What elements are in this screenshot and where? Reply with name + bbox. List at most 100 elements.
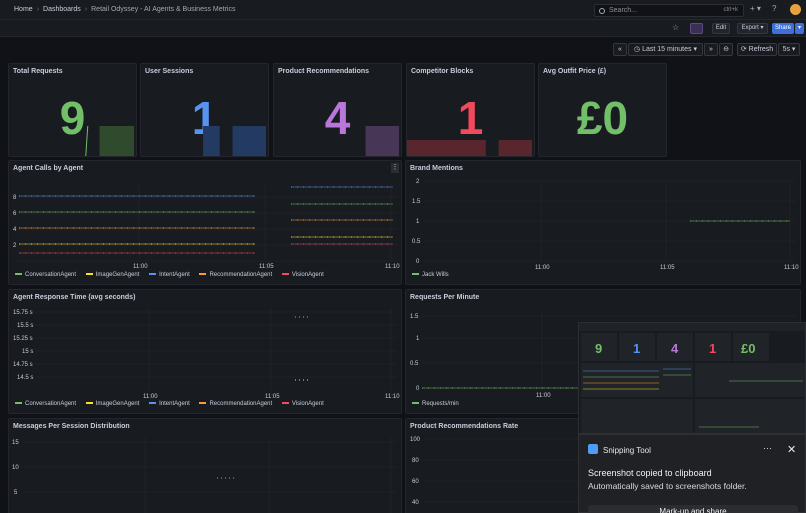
y-tick: 6 — [13, 211, 17, 217]
chart-response-time: 15.75 s 15.5 s 15.25 s 15 s 14.75 s 14.5… — [13, 308, 400, 400]
legend: ConversationAgent ImageGenAgent IntentAg… — [15, 401, 332, 407]
svg-text:1: 1 — [709, 341, 716, 356]
breadcrumb-dashboards[interactable]: Dashboards — [43, 6, 81, 13]
breadcrumb-current: Retail Odyssey - AI Agents & Business Me… — [91, 6, 236, 13]
snipping-tool-icon — [588, 444, 598, 454]
y-tick: 80 — [412, 458, 419, 464]
time-range-picker[interactable]: ◷ Last 15 minutes ▾ — [628, 43, 703, 56]
y-tick: 0.5 — [410, 361, 419, 367]
sparkline — [203, 126, 267, 156]
stat-value: 1 — [457, 92, 484, 144]
stat-value: 4 — [324, 92, 351, 144]
legend-item[interactable]: ImageGenAgent — [85, 401, 139, 407]
more-options-icon[interactable]: ··· — [763, 443, 772, 453]
stat-competitor-blocks[interactable]: Competitor Blocks 1 — [406, 63, 535, 157]
share-menu-button[interactable]: ▾ — [795, 23, 804, 34]
notification-subtitle: Automatically saved to screenshots folde… — [588, 481, 747, 491]
markup-share-button[interactable]: Mark-up and share — [588, 505, 798, 513]
x-tick: 11:05 — [259, 264, 274, 270]
legend: Requests/min — [412, 401, 467, 407]
y-tick: 2 — [13, 243, 17, 249]
x-tick: 11:05 — [265, 394, 280, 400]
legend-item[interactable]: RecommendationAgent — [199, 272, 272, 278]
stat-value: £0 — [576, 92, 629, 144]
panel-messages-per-session[interactable]: Messages Per Session Distribution 15 10 … — [8, 418, 402, 513]
plus-icon[interactable]: + ▾ — [750, 4, 761, 13]
share-button[interactable]: Share — [772, 23, 794, 34]
x-tick: 11:05 — [660, 265, 675, 271]
x-tick: 11:00 — [536, 393, 551, 399]
y-tick: 5 — [14, 490, 18, 496]
y-tick: 1.5 — [412, 199, 421, 205]
svg-text:4: 4 — [671, 341, 679, 356]
legend: ConversationAgent ImageGenAgent IntentAg… — [15, 272, 332, 278]
x-tick: 11:10 — [784, 265, 799, 271]
y-tick: 14.5 s — [17, 375, 33, 381]
y-tick: 15.5 s — [17, 323, 33, 329]
panel-recommendations-rate[interactable]: Product Recommendations Rate 100 80 60 4… — [405, 418, 579, 513]
x-tick: 11:00 — [133, 264, 148, 270]
notification-title: Screenshot copied to clipboard — [588, 468, 712, 478]
y-tick: 0 — [416, 386, 420, 392]
snipping-tool-notification[interactable]: Snipping Tool ··· ✕ Screenshot copied to… — [578, 434, 806, 513]
legend-item[interactable]: IntentAgent — [149, 272, 190, 278]
y-tick: 2 — [416, 179, 420, 185]
chart-messages-per-session: 15 10 5 — [12, 437, 397, 513]
close-icon[interactable]: ✕ — [787, 444, 797, 456]
legend-item[interactable]: Requests/min — [412, 401, 459, 407]
time-back-button[interactable]: « — [613, 43, 627, 56]
y-tick: 40 — [412, 500, 419, 506]
sparkline — [365, 126, 400, 156]
stat-product-recommendations[interactable]: Product Recommendations 4 — [273, 63, 402, 157]
legend-item[interactable]: VisionAgent — [281, 401, 324, 407]
panel-agent-calls[interactable]: Agent Calls by Agent ⋮ 8 6 4 2 11:00 11:… — [8, 160, 402, 285]
y-tick: 60 — [412, 479, 419, 485]
screenshot-thumbnail[interactable]: 9 1 4 1 £0 — [578, 322, 806, 434]
search-icon — [599, 8, 605, 14]
chart-recommendations-rate: 100 80 60 40 20 — [410, 437, 578, 506]
export-button[interactable]: Export ▾ — [737, 23, 768, 34]
y-tick: 1 — [416, 219, 420, 225]
y-tick: 10 — [12, 465, 19, 471]
stat-user-sessions[interactable]: User Sessions 1 — [140, 63, 269, 157]
svg-text:1: 1 — [633, 341, 640, 356]
edit-button[interactable]: Edit — [712, 23, 730, 34]
panel-menu-icon[interactable]: ⋮ — [391, 163, 399, 173]
breadcrumb: Home › Dashboards › Retail Odyssey - AI Agen… — [14, 6, 236, 13]
screenshot-preview: 9 1 4 1 £0 — [579, 323, 805, 433]
legend-item[interactable]: RecommendationAgent — [199, 401, 272, 407]
legend-item[interactable]: Jack Wills — [412, 272, 449, 278]
star-icon[interactable]: ☆ — [672, 23, 680, 32]
y-tick: 100 — [410, 437, 421, 443]
refresh-button[interactable]: ⟳ Refresh — [737, 43, 777, 56]
zoom-out-icon[interactable]: ⊖ — [719, 43, 733, 56]
legend-item[interactable]: IntentAgent — [149, 401, 190, 407]
insights-icon[interactable] — [690, 23, 703, 34]
sparkline — [85, 125, 135, 156]
y-tick: 0 — [416, 259, 420, 265]
search-input[interactable]: Search... ctrl+k — [594, 4, 744, 17]
panel-response-time[interactable]: Agent Response Time (avg seconds) 15.75 … — [8, 289, 402, 414]
sparkline — [407, 140, 533, 156]
panel-brand-mentions[interactable]: Brand Mentions 2 1.5 1 0.5 0 11:00 11:05… — [405, 160, 801, 285]
stat-total-requests[interactable]: Total Requests 9 — [8, 63, 137, 157]
stat-value: 9 — [59, 92, 86, 144]
y-tick: 14.75 s — [13, 362, 33, 368]
legend-item[interactable]: ConversationAgent — [15, 401, 76, 407]
refresh-interval-select[interactable]: 5s ▾ — [778, 43, 800, 56]
avatar[interactable] — [790, 4, 801, 15]
breadcrumb-home[interactable]: Home — [14, 6, 33, 13]
stat-avg-outfit-price[interactable]: Avg Outfit Price (£) £0 — [538, 63, 667, 157]
x-tick: 11:10 — [385, 264, 400, 270]
legend: Jack Wills — [412, 272, 457, 278]
time-forward-button[interactable]: » — [704, 43, 718, 56]
x-tick: 11:00 — [143, 394, 158, 400]
legend-item[interactable]: ConversationAgent — [15, 272, 76, 278]
legend-item[interactable]: ImageGenAgent — [85, 272, 139, 278]
x-tick: 11:10 — [385, 394, 400, 400]
svg-text:9: 9 — [595, 341, 602, 356]
svg-text:£0: £0 — [741, 341, 755, 356]
help-icon[interactable]: ? — [772, 4, 777, 13]
legend-item[interactable]: VisionAgent — [281, 272, 324, 278]
y-tick: 15.75 s — [13, 310, 33, 316]
